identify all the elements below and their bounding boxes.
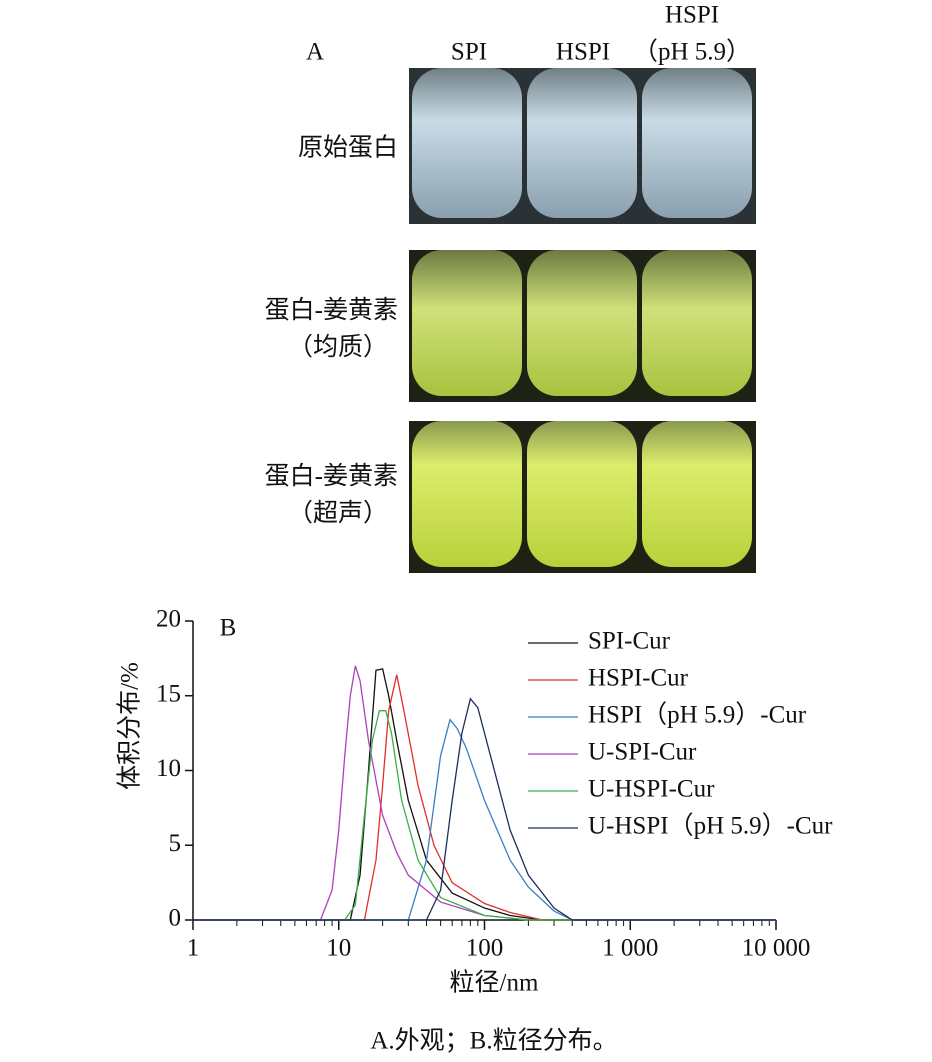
column-label: （pH 5.9） xyxy=(633,38,751,66)
vial xyxy=(642,250,752,396)
y-tick-label: 20 xyxy=(156,606,181,633)
y-axis-label: 体积分布/% xyxy=(116,662,144,790)
x-tick-label: 10 xyxy=(326,935,351,962)
legend-label: U-SPI-Cur xyxy=(588,739,697,766)
vial xyxy=(527,68,637,218)
y-tick-label: 10 xyxy=(156,755,181,782)
row-label: 原始蛋白 xyxy=(298,134,398,162)
y-tick-label: 0 xyxy=(169,905,182,932)
column-label: HSPI xyxy=(556,39,610,66)
panel-label: A xyxy=(306,39,324,66)
legend-label: U-HSPI（pH 5.9）-Cur xyxy=(588,812,833,840)
series-line xyxy=(193,674,776,921)
series-line xyxy=(193,665,776,921)
series-line xyxy=(193,697,776,921)
series-line xyxy=(193,710,776,921)
caption: A.外观；B.粒径分布。 xyxy=(370,1027,617,1055)
vial xyxy=(527,421,637,567)
legend-label: SPI-Cur xyxy=(588,628,671,655)
vial xyxy=(412,250,522,396)
row-label: 蛋白-姜黄素 xyxy=(265,296,398,324)
vial xyxy=(642,421,752,567)
row-label: （超声） xyxy=(288,499,388,527)
row-label: 蛋白-姜黄素 xyxy=(265,462,398,490)
x-tick-label: 1 xyxy=(187,935,200,962)
vial xyxy=(527,250,637,396)
column-label: SPI xyxy=(451,39,487,66)
panel-label: B xyxy=(220,615,237,642)
vial xyxy=(412,421,522,567)
series-line xyxy=(193,668,776,921)
vial xyxy=(412,68,522,218)
legend-label: HSPI（pH 5.9）-Cur xyxy=(588,701,807,729)
photos xyxy=(409,68,756,573)
series-line xyxy=(193,718,776,921)
y-tick-label: 15 xyxy=(156,680,181,707)
legend-label: HSPI-Cur xyxy=(588,665,689,692)
y-tick-label: 5 xyxy=(169,830,182,857)
x-tick-label: 10 000 xyxy=(742,935,811,962)
x-tick-label: 100 xyxy=(466,935,504,962)
column-label: HSPI xyxy=(665,2,719,29)
vial xyxy=(642,68,752,218)
x-axis-label: 粒径/nm xyxy=(450,969,539,997)
legend-label: U-HSPI-Cur xyxy=(588,776,715,803)
row-label: （均质） xyxy=(288,333,388,361)
x-tick-label: 1 000 xyxy=(602,935,658,962)
